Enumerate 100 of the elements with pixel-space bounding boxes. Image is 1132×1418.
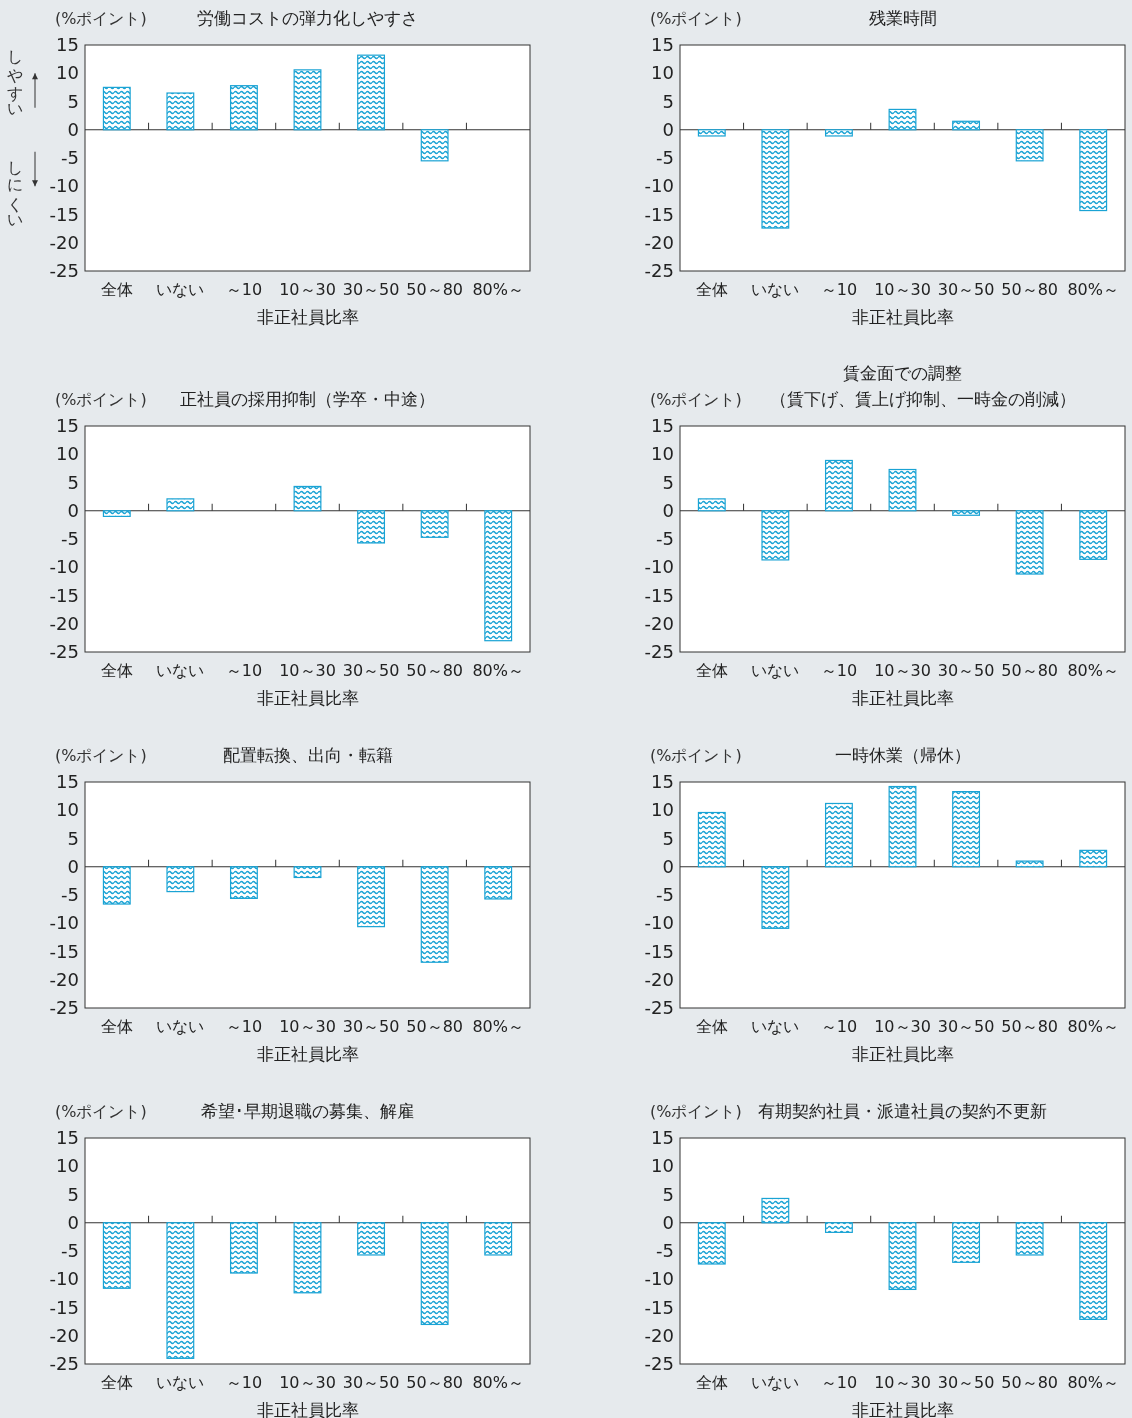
y-tick-label: 15 bbox=[56, 771, 79, 792]
xtick: 50～80 bbox=[1001, 1373, 1058, 1392]
y-axis-title: (%ポイント) bbox=[650, 1102, 742, 1121]
x-axis-title: 非正社員比率 bbox=[851, 1400, 954, 1418]
y-tick-label: -15 bbox=[644, 203, 674, 225]
y-tick-label: 5 bbox=[67, 90, 79, 112]
y-tick-label: 15 bbox=[651, 1127, 674, 1148]
xtick: 80%～ bbox=[1067, 280, 1119, 299]
xtick: 50～80 bbox=[1001, 661, 1058, 680]
xtick: 80%～ bbox=[1067, 661, 1119, 680]
xtick: 全体 bbox=[100, 280, 133, 299]
y-tick-label: -15 bbox=[644, 1296, 674, 1318]
y-tick-label: 10 bbox=[651, 62, 674, 84]
xtick: 全体 bbox=[100, 661, 133, 680]
y-tick-label: -25 bbox=[49, 1353, 79, 1374]
x-axis-title: 非正社員比率 bbox=[256, 307, 359, 327]
xtick: 30～50 bbox=[342, 1017, 400, 1036]
xtick: いない bbox=[156, 280, 205, 299]
y-axis-title: (%ポイント) bbox=[650, 746, 742, 765]
xtick: 80%～ bbox=[1067, 1017, 1119, 1036]
xtick: 80%～ bbox=[1067, 1373, 1119, 1392]
xtick: 10～30 bbox=[874, 1017, 931, 1036]
xtick: 10～30 bbox=[874, 661, 931, 680]
y-axis-title: (%ポイント) bbox=[55, 9, 147, 28]
y-tick-label: -20 bbox=[644, 612, 674, 634]
y-tick-label: 10 bbox=[651, 1155, 674, 1177]
y-tick-label: 5 bbox=[662, 90, 674, 112]
y-tick-label: -10 bbox=[644, 175, 674, 197]
y-tick-label: 5 bbox=[67, 827, 79, 849]
y-tick-label: 0 bbox=[662, 499, 674, 521]
y-tick-label: 15 bbox=[651, 771, 674, 792]
y-tick-label: -5 bbox=[656, 528, 674, 549]
y-tick-label: -10 bbox=[644, 912, 674, 934]
y-tick-label: -5 bbox=[61, 528, 79, 549]
chart-title: 賃金面での調整 bbox=[843, 363, 962, 383]
xtick: 30～50 bbox=[937, 280, 995, 299]
y-tick-label: 15 bbox=[56, 415, 79, 436]
y-tick-label: -25 bbox=[644, 641, 674, 662]
y-axis-title: (%ポイント) bbox=[55, 390, 147, 409]
y-tick-label: 0 bbox=[662, 1211, 674, 1233]
y-tick-label: -15 bbox=[49, 584, 79, 606]
xtick: いない bbox=[751, 1373, 800, 1392]
xtick: 10～30 bbox=[279, 1017, 336, 1036]
xtick: いない bbox=[751, 661, 800, 680]
y-tick-label: -5 bbox=[656, 147, 674, 168]
y-axis-title: (%ポイント) bbox=[55, 1102, 147, 1121]
y-tick-label: -25 bbox=[644, 997, 674, 1018]
y-axis-title: (%ポイント) bbox=[55, 746, 147, 765]
xtick: 全体 bbox=[100, 1017, 133, 1036]
x-axis-title: 非正社員比率 bbox=[851, 307, 954, 327]
y-tick-label: 10 bbox=[651, 443, 674, 465]
y-tick-label: 10 bbox=[56, 443, 79, 465]
y-tick-label: -15 bbox=[644, 584, 674, 606]
xtick: ～10 bbox=[820, 280, 858, 299]
y-tick-label: 5 bbox=[67, 1183, 79, 1205]
xtick: 全体 bbox=[695, 1017, 728, 1036]
xtick: いない bbox=[156, 661, 205, 680]
xtick: ～10 bbox=[820, 1017, 858, 1036]
y-tick-label: -20 bbox=[49, 968, 79, 990]
xtick: 50～80 bbox=[406, 1017, 463, 1036]
y-tick-label: -20 bbox=[49, 612, 79, 634]
xtick: 30～50 bbox=[937, 1373, 995, 1392]
chart-title: 労働コストの弾力化しやすさ bbox=[197, 8, 418, 28]
xtick: 80%～ bbox=[472, 661, 524, 680]
y-tick-label: -10 bbox=[49, 175, 79, 197]
xtick: 50～80 bbox=[406, 280, 463, 299]
y-tick-label: -15 bbox=[49, 940, 79, 962]
chart-subtitle: （賃下げ、賃上げ抑制、一時金の削減） bbox=[769, 389, 1076, 409]
chart-title: 一時休業（帰休） bbox=[834, 745, 971, 765]
xtick: 30～50 bbox=[342, 661, 400, 680]
y-tick-label: -10 bbox=[49, 1268, 79, 1290]
xtick: 10～30 bbox=[279, 280, 336, 299]
chart-title: 残業時間 bbox=[868, 8, 937, 28]
y-tick-label: 0 bbox=[67, 855, 79, 877]
y-axis-title: (%ポイント) bbox=[650, 9, 742, 28]
y-tick-label: -25 bbox=[49, 641, 79, 662]
y-tick-label: -20 bbox=[644, 1324, 674, 1346]
xtick: いない bbox=[156, 1017, 205, 1036]
y-tick-label: -5 bbox=[61, 884, 79, 905]
y-tick-label: -15 bbox=[49, 203, 79, 225]
xtick: ～10 bbox=[225, 280, 263, 299]
y-tick-label: -25 bbox=[49, 260, 79, 281]
xtick: 30～50 bbox=[937, 661, 995, 680]
y-tick-label: -25 bbox=[644, 1353, 674, 1374]
y-tick-label: 10 bbox=[56, 1155, 79, 1177]
y-tick-label: 10 bbox=[651, 799, 674, 821]
y-tick-label: 5 bbox=[662, 1183, 674, 1205]
chart-title: 配置転換、出向・転籍 bbox=[222, 745, 393, 765]
x-axis-title: 非正社員比率 bbox=[256, 688, 359, 708]
xtick: ～10 bbox=[225, 661, 263, 680]
xtick: いない bbox=[751, 1017, 800, 1036]
y-tick-label: 15 bbox=[56, 34, 79, 55]
xtick: 80%～ bbox=[472, 280, 524, 299]
y-tick-label: -15 bbox=[644, 940, 674, 962]
xtick: 全体 bbox=[695, 1373, 728, 1392]
xtick: ～10 bbox=[225, 1373, 263, 1392]
y-tick-label: 0 bbox=[67, 118, 79, 140]
xtick: ～10 bbox=[225, 1017, 263, 1036]
y-tick-label: 15 bbox=[651, 34, 674, 55]
y-tick-label: -20 bbox=[49, 1324, 79, 1346]
